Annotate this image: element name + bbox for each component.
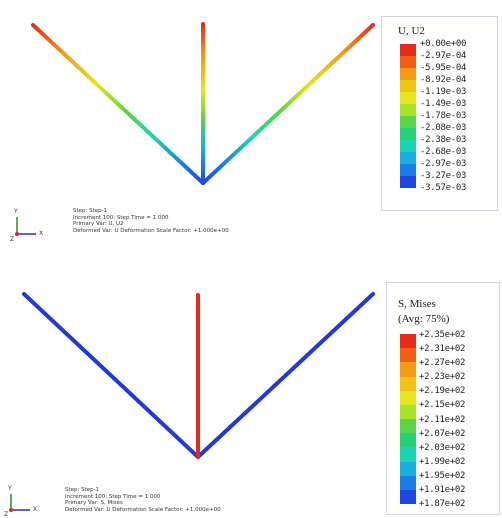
legend-title: U, U2 xyxy=(398,25,425,37)
colorbar-segment xyxy=(400,461,416,476)
legend-value: +2.15e+02 xyxy=(419,400,466,411)
legend-value: +2.11e+02 xyxy=(419,414,466,425)
colorbar-segment xyxy=(400,92,416,104)
coordinate-triad xyxy=(9,494,30,512)
triad-y-label: Y xyxy=(14,208,18,215)
legend-value: -5.95e-04 xyxy=(420,63,467,73)
truss-stress-plot xyxy=(9,292,375,512)
info-line: Deformed Var: U Deformation Scale Factor… xyxy=(65,506,221,513)
triad-x-label: X xyxy=(33,506,38,513)
legend-value: +2.35e+02 xyxy=(419,330,466,340)
colorbar-segment xyxy=(400,433,416,448)
legend-value: -2.38e-03 xyxy=(420,135,467,145)
color-legend-bar xyxy=(400,44,416,188)
legend-value-list: +0.00e+00 -2.97e-04 -5.95e-04 -8.92e-04 -1.1… xyxy=(420,38,466,194)
triad-y-label: Y xyxy=(8,485,12,492)
legend-value: +1.91e+02 xyxy=(419,485,466,496)
legend-value: -1.49e-03 xyxy=(420,99,467,109)
info-line: Deformed Var: U Deformation Scale Factor… xyxy=(73,227,229,234)
right-truss-member xyxy=(201,23,375,185)
colorbar-segment xyxy=(400,68,416,80)
colorbar-segment xyxy=(400,404,416,420)
color-legend-bar xyxy=(400,334,416,505)
legend-value: -2.97e-03 xyxy=(420,159,467,169)
colorbar-segment xyxy=(400,152,416,164)
colorbar-segment xyxy=(400,419,416,434)
colorbar-segment xyxy=(400,56,416,68)
legend-value: +1.87e+02 xyxy=(419,499,466,510)
colorbar-segment xyxy=(400,116,416,128)
triad-x-label: X xyxy=(39,230,44,237)
legend-value: +2.19e+02 xyxy=(419,386,466,397)
colorbar-segment xyxy=(400,80,416,92)
colorbar-segment xyxy=(400,104,416,116)
legend-value: +1.99e+02 xyxy=(419,456,466,467)
legend-value: +2.03e+02 xyxy=(419,442,466,453)
legend-value: -2.68e-03 xyxy=(420,147,467,157)
legend-value: +2.07e+02 xyxy=(419,428,466,439)
info-line: Primary Var: S, Mises xyxy=(65,500,123,506)
right-truss-member xyxy=(196,292,375,459)
info-line: Step: Step-1 xyxy=(73,208,108,214)
colorbar-segment xyxy=(400,376,416,391)
legend-value: +2.23e+02 xyxy=(419,372,466,383)
legend-value: +1.95e+02 xyxy=(419,470,466,481)
colorbar-segment xyxy=(400,362,416,377)
legend-value: -8.92e-04 xyxy=(420,75,467,85)
legend-value: -2.08e-03 xyxy=(420,123,467,133)
legend-value: -1.78e-03 xyxy=(420,111,467,121)
colorbar-segment xyxy=(400,475,416,490)
info-line: Primary Var: U, U2 xyxy=(73,221,124,227)
colorbar-segment xyxy=(400,489,416,505)
legend-value: -1.19e-03 xyxy=(420,87,467,97)
info-line: Increment 100: Step Time = 1.000 xyxy=(73,214,169,221)
legend-value: +2.31e+02 xyxy=(419,344,466,355)
triad-z-label: Z xyxy=(4,511,9,518)
legend-subtitle: (Avg: 75%) xyxy=(398,313,450,325)
left-truss-member xyxy=(22,292,200,459)
step-info: Step: Step-1 Increment 100: Step Time = … xyxy=(65,487,221,513)
colorbar-segment xyxy=(400,348,416,363)
legend-value-list: +2.35e+02 +2.31e+02 +2.27e+02 +2.23e+02 +2.1… xyxy=(419,328,465,511)
step-info: Step: Step-1 Increment 100: Step Time = … xyxy=(73,208,229,234)
colorbar-segment xyxy=(400,164,416,176)
colorbar-segment xyxy=(400,447,416,462)
legend-value: -3.27e-03 xyxy=(420,171,467,181)
colorbar-segment xyxy=(400,390,416,405)
colorbar-segment xyxy=(400,176,416,188)
coordinate-triad xyxy=(15,217,36,236)
triad-z-label: Z xyxy=(10,236,15,243)
displacement-contour-panel: Y X Z Step: Step-1 Increment 100: Step T… xyxy=(0,0,502,258)
info-line: Step: Step-1 xyxy=(65,487,100,493)
colorbar-segment xyxy=(400,44,416,56)
stress-contour-panel: Y X Z Step: Step-1 Increment 100: Step T… xyxy=(0,258,502,518)
truss-displacement-plot xyxy=(15,22,375,236)
legend-value: -3.57e-03 xyxy=(420,183,467,193)
legend-title: S, Mises xyxy=(398,298,436,310)
legend-value: +2.27e+02 xyxy=(419,358,466,369)
legend-value: +0.00e+00 xyxy=(420,39,467,49)
colorbar-segment xyxy=(400,128,416,140)
info-line: Increment 100: Step Time = 1.000 xyxy=(65,493,161,500)
colorbar-segment xyxy=(400,140,416,152)
legend-value: -2.97e-04 xyxy=(420,51,467,61)
left-truss-member xyxy=(31,23,205,185)
colorbar-segment xyxy=(400,334,416,349)
